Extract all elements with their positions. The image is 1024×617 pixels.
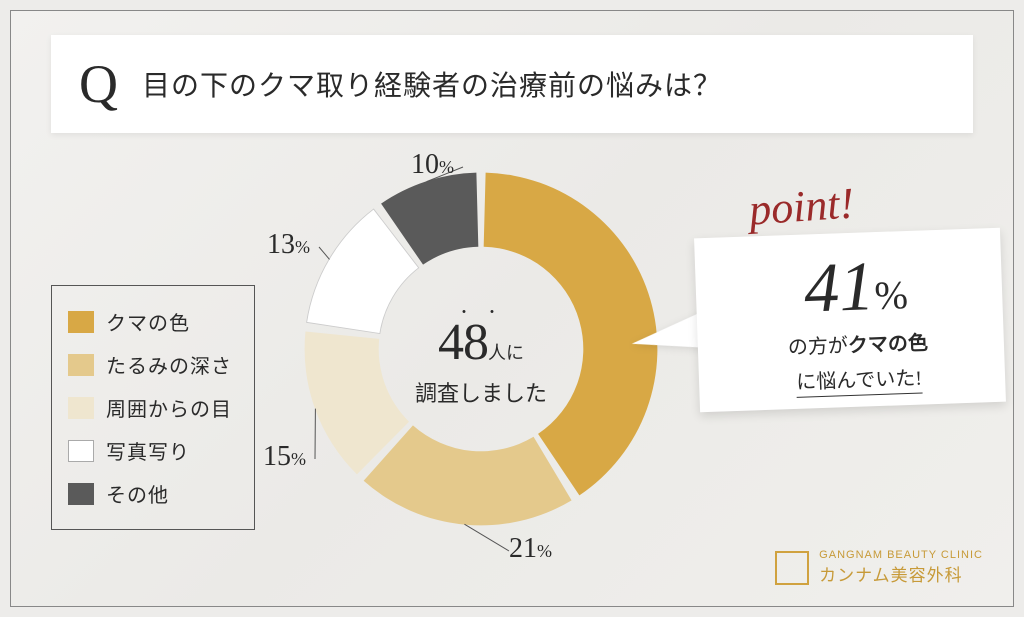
pct-label: 13% xyxy=(267,229,310,261)
leader-lines xyxy=(11,11,1015,608)
pct-label: 10% xyxy=(411,149,454,181)
pct-label: 15% xyxy=(263,441,306,473)
pct-label: 21% xyxy=(509,533,552,565)
frame: Q 目の下のクマ取り経験者の治療前の悩みは？ クマの色たるみの深さ周囲からの目写… xyxy=(10,10,1014,607)
leader-line xyxy=(319,247,330,259)
leader-line xyxy=(464,524,509,551)
